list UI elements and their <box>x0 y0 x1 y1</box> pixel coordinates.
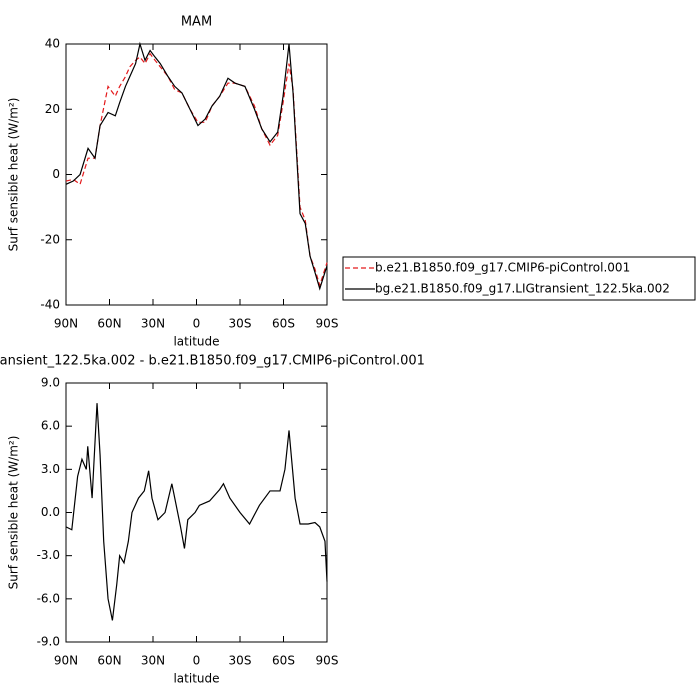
y-axis-label: Surf sensible heat (W/m²) <box>7 98 21 252</box>
y-tick-label: 0 <box>52 167 60 181</box>
x-tick-label: 90S <box>316 654 339 668</box>
x-tick-label: 30S <box>229 654 252 668</box>
y-tick-label: -6.0 <box>37 591 60 605</box>
x-tick-label: 60N <box>97 654 121 668</box>
x-tick-label: 30N <box>141 317 165 331</box>
series-line <box>65 403 328 621</box>
x-tick-label: 0 <box>193 317 201 331</box>
y-tick-label: 3.0 <box>41 462 60 476</box>
x-tick-label: 90N <box>54 317 78 331</box>
chart-title: MAM <box>181 15 212 30</box>
y-tick-label: -20 <box>40 232 60 246</box>
y-tick-label: -3.0 <box>37 548 60 562</box>
y-tick-label: 20 <box>45 102 60 116</box>
x-tick-label: 60S <box>272 317 295 331</box>
y-axis-label: Surf sensible heat (W/m²) <box>7 436 21 590</box>
y-tick-label: 9.0 <box>41 376 60 390</box>
plot-frame <box>65 43 328 306</box>
y-tick-label: 40 <box>45 37 60 51</box>
series-line <box>65 41 328 291</box>
x-tick-label: 30S <box>229 317 252 331</box>
x-tick-label: 0 <box>193 654 201 668</box>
y-tick-label: -40 <box>40 298 60 312</box>
chart-title: LIGtransient_122.5ka.002 - b.e21.B1850.f… <box>0 354 425 369</box>
legend-label: bg.e21.B1850.f09_g17.LIGtransient_122.5k… <box>375 282 670 296</box>
series-line <box>65 52 328 288</box>
x-tick-label: 90S <box>316 317 339 331</box>
x-axis-label: latitude <box>173 672 219 686</box>
x-tick-label: 90N <box>54 654 78 668</box>
legend-label: b.e21.B1850.f09_g17.CMIP6-piControl.001 <box>375 261 630 275</box>
plot-frame <box>65 382 328 643</box>
x-tick-label: 60N <box>97 317 121 331</box>
x-tick-label: 60S <box>272 654 295 668</box>
y-tick-label: 6.0 <box>41 419 60 433</box>
x-tick-label: 30N <box>141 654 165 668</box>
x-axis-label: latitude <box>173 335 219 349</box>
y-tick-label: -9.0 <box>37 635 60 649</box>
legend-box <box>342 256 696 301</box>
y-tick-label: 0.0 <box>41 505 60 519</box>
